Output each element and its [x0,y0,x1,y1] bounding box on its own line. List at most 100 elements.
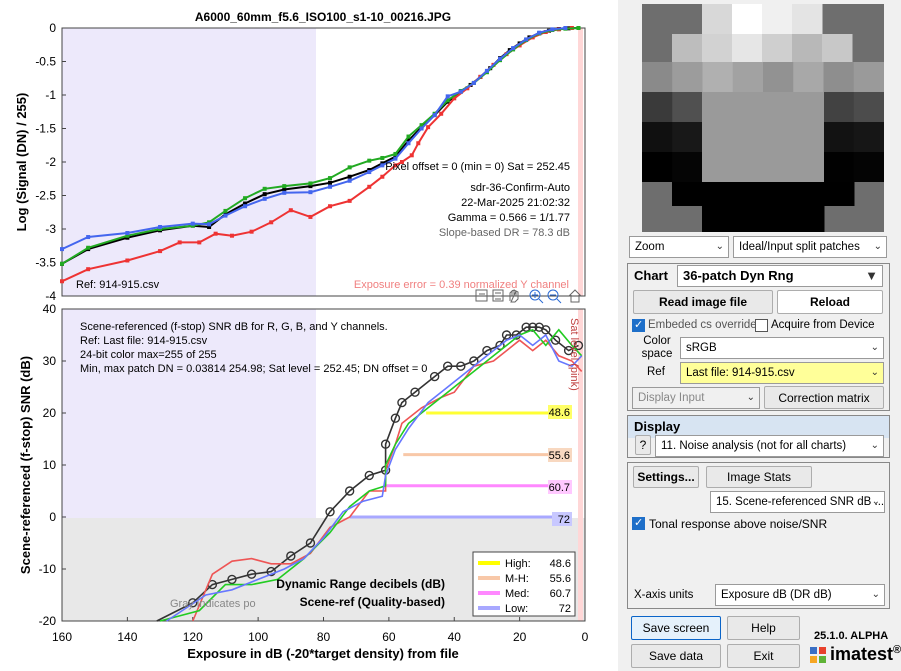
x-tick-label: 20 [513,630,527,644]
dr-tag-bg-high [548,405,572,419]
home-icon[interactable] [568,289,582,303]
chevron-down-icon: ⌄ [715,241,724,252]
top-series-point [406,141,411,146]
top-series-point [243,201,248,206]
thumb-center-patch [702,92,824,182]
x-ticks: 160 140 120 100 80 60 40 20 0 [52,617,589,644]
legend-items: High: 48.6 M-H: 55.6 Med: 60.7 Low: 72 [478,558,571,615]
correction-matrix-button[interactable]: Correction matrix [764,386,884,409]
tonal-response-checkbox[interactable] [632,516,645,530]
top-series-point [537,30,542,35]
bottom-series-marker [397,397,407,408]
bottom-series-marker [573,340,584,351]
top-info-block: Pixel offset = 0 (min = 0) Sat = 252.45 … [385,161,570,239]
image-stats-button[interactable]: Image Stats [706,466,812,488]
xaxis-units-select[interactable]: Exposure dB (DR dB) ⌄ [715,584,885,606]
thumb-patch [672,152,703,182]
plot-select[interactable]: 15. Scene-referenced SNR dB ... ⌄ [710,491,885,513]
zoom-out-icon[interactable] [547,289,562,304]
legend-value: 48.6 [550,558,571,570]
ref-select[interactable]: Last file: 914-915.csv ⌄ [680,362,884,384]
top-series-point [207,220,212,225]
top-series-point [347,165,352,170]
top-series-point [125,235,130,240]
view-select-value: Zoom [635,241,665,253]
bottom-y-ticks: 40 30 20 10 0 -10 -20 [39,302,66,628]
top-series-point [207,224,212,229]
bottom-series-marker [266,566,276,577]
bottom-series-marker [227,574,237,585]
top-series-point [380,161,385,166]
color-space-select[interactable]: sRGB ⌄ [680,337,884,359]
top-series-point [347,198,352,203]
pan-hand-icon[interactable] [509,289,519,303]
top-series-point [282,190,287,195]
exit-button[interactable]: Exit [727,644,800,668]
bottom-series-line [192,339,583,622]
top-series-point [576,26,581,30]
reload-button[interactable]: Reload [777,290,883,314]
top-series-point [406,138,411,143]
embedded-cs-label: Embeded cs override [648,319,757,331]
bottom-series-marker [390,413,401,423]
thumb-patch [823,152,855,182]
x-tick-label: 120 [183,630,203,644]
top-series-point [282,184,287,189]
top-y-ticks: 0 -0.5 -1 -1.5 -2 -2.5 -3 -3.5 -4 [35,21,66,303]
bottom-series-line [156,326,579,622]
top-noise-region [62,28,316,296]
display-select[interactable]: 11. Noise analysis (not for all charts) ⌄ [655,435,884,457]
bottom-series-marker [188,598,198,608]
acquire-checkbox[interactable] [755,319,768,332]
top-series-point [380,163,385,168]
top-series-point [158,224,163,229]
bottom-y-tick-label: -20 [39,614,57,628]
display-panel-title: Display [628,416,889,438]
save-data-button[interactable]: Save data [631,644,721,668]
read-image-button[interactable]: Read image file [633,290,773,314]
top-series-point [419,123,424,128]
top-series-point [177,240,182,245]
bottom-info-line: Min, max patch DN = 0.03814 254.98; Sat … [80,363,427,375]
top-series-point [367,168,372,173]
top-series-point [409,153,414,158]
top-series-point [262,186,267,191]
patch-select[interactable]: Ideal/Input split patches ⌄ [733,236,887,258]
help-button[interactable]: Help [727,616,800,640]
bottom-y-tick-label: 30 [43,354,57,368]
bottom-series-marker [482,345,492,356]
save-screen-button[interactable]: Save screen [631,616,721,640]
top-series-point [484,68,489,73]
display-input-select[interactable]: Display Input ⌄ [632,387,760,409]
bottom-series-marker [469,356,479,366]
top-series-point [308,184,313,189]
brush-icon[interactable] [492,289,504,302]
top-info-line: Pixel offset = 0 (min = 0) Sat = 252.45 [385,161,570,173]
thumb-patch [792,4,823,34]
bottom-series-marker [443,361,453,371]
settings-button[interactable]: Settings... [633,466,699,488]
top-series-point [426,125,431,130]
legend-value: 55.6 [550,573,571,585]
zoom-in-icon[interactable] [529,289,544,304]
dr-tag-low: 72 [558,514,570,526]
acquire-label: Acquire from Device [771,319,875,331]
bottom-series-marker [521,322,531,332]
bottom-info-line: Scene-referenced (f-stop) SNR dB for R, … [80,321,388,333]
patch-select-value: Ideal/Input split patches [739,241,860,253]
top-series-point [269,220,274,225]
bottom-y-tick-label: 0 [49,510,56,524]
top-series-point [60,247,64,252]
datatip-icon[interactable] [475,289,488,302]
display-help-button[interactable]: ? [635,435,651,455]
view-select[interactable]: Zoom ⌄ [629,236,729,258]
ref-label: Ref [647,366,665,378]
bottom-sat-region [578,309,583,621]
top-series-point [511,46,516,51]
bottom-series-marker [456,361,466,371]
top-series-point [419,126,424,131]
chart-type-select[interactable]: 36-patch Dyn Rng ▼ [677,265,883,287]
dr-legend: High: 48.6 M-H: 55.6 Med: 60.7 Low: 72 [472,551,576,617]
embedded-cs-checkbox[interactable] [632,318,645,332]
chevron-down-icon: ⌄ [871,496,880,507]
